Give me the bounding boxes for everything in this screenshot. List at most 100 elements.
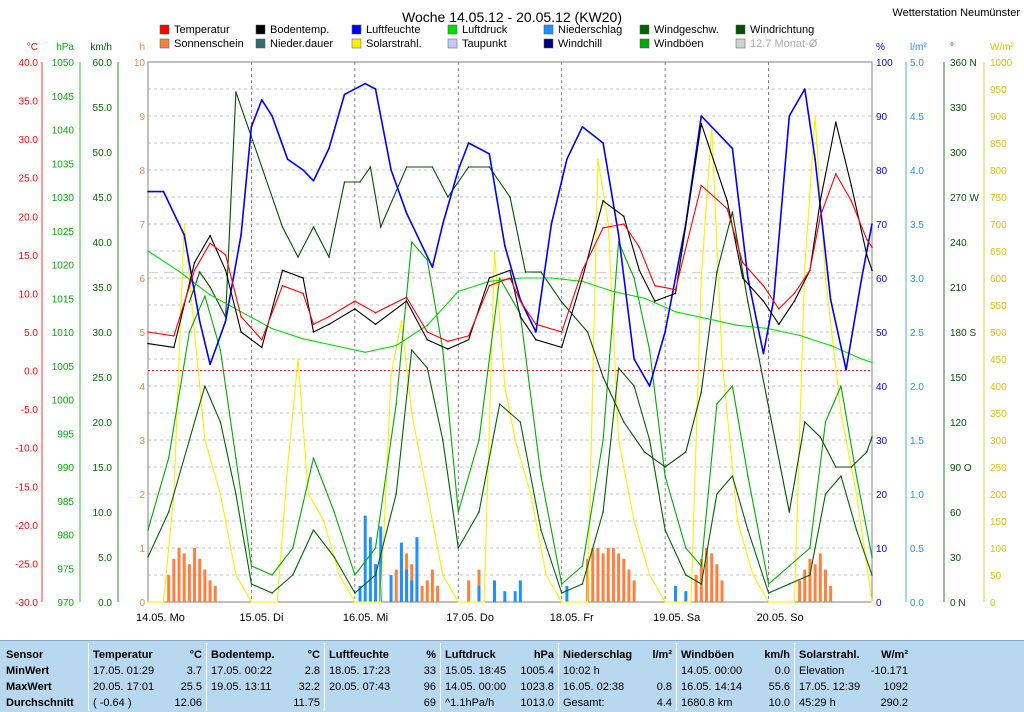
data-point — [488, 277, 491, 279]
axis-tick-solar: 300 — [990, 436, 1007, 447]
stats-luftfeuchte: Luftfeuchte% 18.05. 17:23 33 20.05. 07:43 96… — [324, 643, 440, 711]
axis-tick-temp: -15.0 — [15, 482, 38, 493]
data-point — [726, 200, 728, 202]
stats-cell-time: 20.05. 17:01 — [93, 681, 155, 693]
bar-niederschlag — [518, 580, 522, 602]
bar-niederschlag — [415, 537, 419, 602]
data-point — [643, 297, 646, 300]
data-point — [819, 200, 822, 202]
data-point — [685, 574, 687, 576]
axis-tick-press: 1015 — [52, 294, 75, 305]
legend-swatch — [255, 24, 266, 35]
axis-tick-solar: 850 — [990, 139, 1007, 150]
data-point — [354, 574, 356, 576]
data-point — [736, 520, 739, 522]
legend-swatch — [543, 38, 554, 49]
data-point — [622, 223, 625, 225]
data-point — [871, 269, 873, 272]
legend-label: Windchill — [558, 38, 602, 50]
axis-tick-temp: 25.0 — [19, 174, 39, 185]
stats-cell-value: 3.7 — [186, 665, 202, 677]
data-point — [814, 158, 816, 160]
data-point — [198, 320, 201, 323]
data-point — [302, 337, 304, 340]
axis-tick-wind: 20.0 — [93, 418, 113, 429]
data-point — [850, 466, 853, 468]
axis-tick-rain: 3.5 — [910, 220, 924, 231]
data-point — [219, 421, 222, 423]
data-point — [250, 583, 253, 585]
data-point — [809, 269, 811, 272]
data-point — [235, 91, 237, 93]
data-point — [292, 547, 294, 549]
data-point — [416, 234, 418, 236]
axis-tick-rain: 0.5 — [910, 544, 924, 555]
axis-tick-dir: 360 N — [950, 58, 977, 69]
data-point — [560, 301, 563, 303]
axis-tick-hum: 50 — [876, 328, 888, 339]
data-point — [560, 331, 563, 333]
stats-unit: km/h — [764, 649, 790, 661]
data-point — [597, 158, 599, 160]
data-point — [297, 256, 299, 258]
data-point — [374, 88, 377, 90]
data-point — [219, 349, 222, 351]
stats-solar: Solarstrahl. W/m² Elevation -10.171 17.05. 1… — [794, 643, 912, 711]
axis-tick-solar: 0 — [990, 598, 996, 609]
bar-sonnenschein — [803, 569, 807, 602]
data-point — [638, 269, 641, 272]
data-point — [767, 592, 770, 594]
stats-unit: % — [426, 649, 436, 661]
legend-label: Bodentemp. — [270, 24, 329, 36]
legend-swatch — [543, 24, 554, 35]
stats-cell-value: 1013.0 — [520, 697, 554, 709]
series-line-luftfeuchte — [148, 82, 873, 387]
data-point — [271, 327, 273, 330]
data-point — [840, 475, 842, 477]
data-point — [674, 292, 677, 295]
data-point — [198, 271, 201, 273]
data-point — [700, 184, 703, 187]
axis-tick-temp: -5.0 — [21, 405, 39, 416]
data-point — [855, 475, 858, 477]
data-point — [162, 190, 165, 193]
legend-item: Niederschlag — [543, 24, 622, 36]
data-point — [648, 439, 651, 441]
bar-sonnenschein — [823, 569, 827, 602]
stats-cell-time: 20.05. 07:43 — [329, 681, 391, 693]
data-point — [545, 574, 547, 576]
data-point — [281, 269, 284, 272]
data-point — [716, 493, 718, 495]
bar-sonnenschein — [798, 580, 802, 602]
axis-tick-temp: 30.0 — [19, 135, 39, 146]
bar-sonnenschein — [601, 553, 605, 602]
data-point — [871, 601, 873, 603]
axis-tick-temp: -30.0 — [15, 598, 38, 609]
stats-cell-time: 14.05. 00:00 — [445, 681, 507, 693]
data-point — [721, 358, 723, 360]
axis-tick-hours: 7 — [139, 220, 145, 231]
data-point — [778, 308, 780, 310]
series-line-temperatur — [147, 173, 873, 342]
bar-sonnenschein — [705, 548, 709, 602]
data-point — [478, 511, 480, 513]
bar-sonnenschein — [808, 558, 812, 602]
x-tick-label: 18.05. Fr — [550, 612, 594, 624]
data-point — [824, 277, 827, 279]
data-point — [540, 529, 542, 531]
data-point — [395, 344, 398, 347]
data-point — [271, 115, 273, 117]
stats-windboeen: Windböen km/h 14.05. 00:00 0.0 16.05. 14:14 5… — [676, 643, 794, 711]
bar-niederschlag — [565, 585, 569, 602]
series-line-bodentemp — [147, 121, 873, 350]
data-point — [622, 421, 625, 423]
stats-cell-value: 10.0 — [768, 697, 790, 709]
stats-cell-time: ^1.1hPa/h — [445, 697, 495, 709]
data-point — [328, 147, 330, 150]
legend-item: Luftfeuchte — [351, 24, 420, 36]
data-point — [467, 142, 470, 144]
legend-swatch — [159, 38, 170, 49]
axis-tick-solar: 350 — [990, 409, 1007, 420]
x-tick-label: 15.05. Di — [239, 612, 283, 624]
data-point — [209, 363, 211, 366]
